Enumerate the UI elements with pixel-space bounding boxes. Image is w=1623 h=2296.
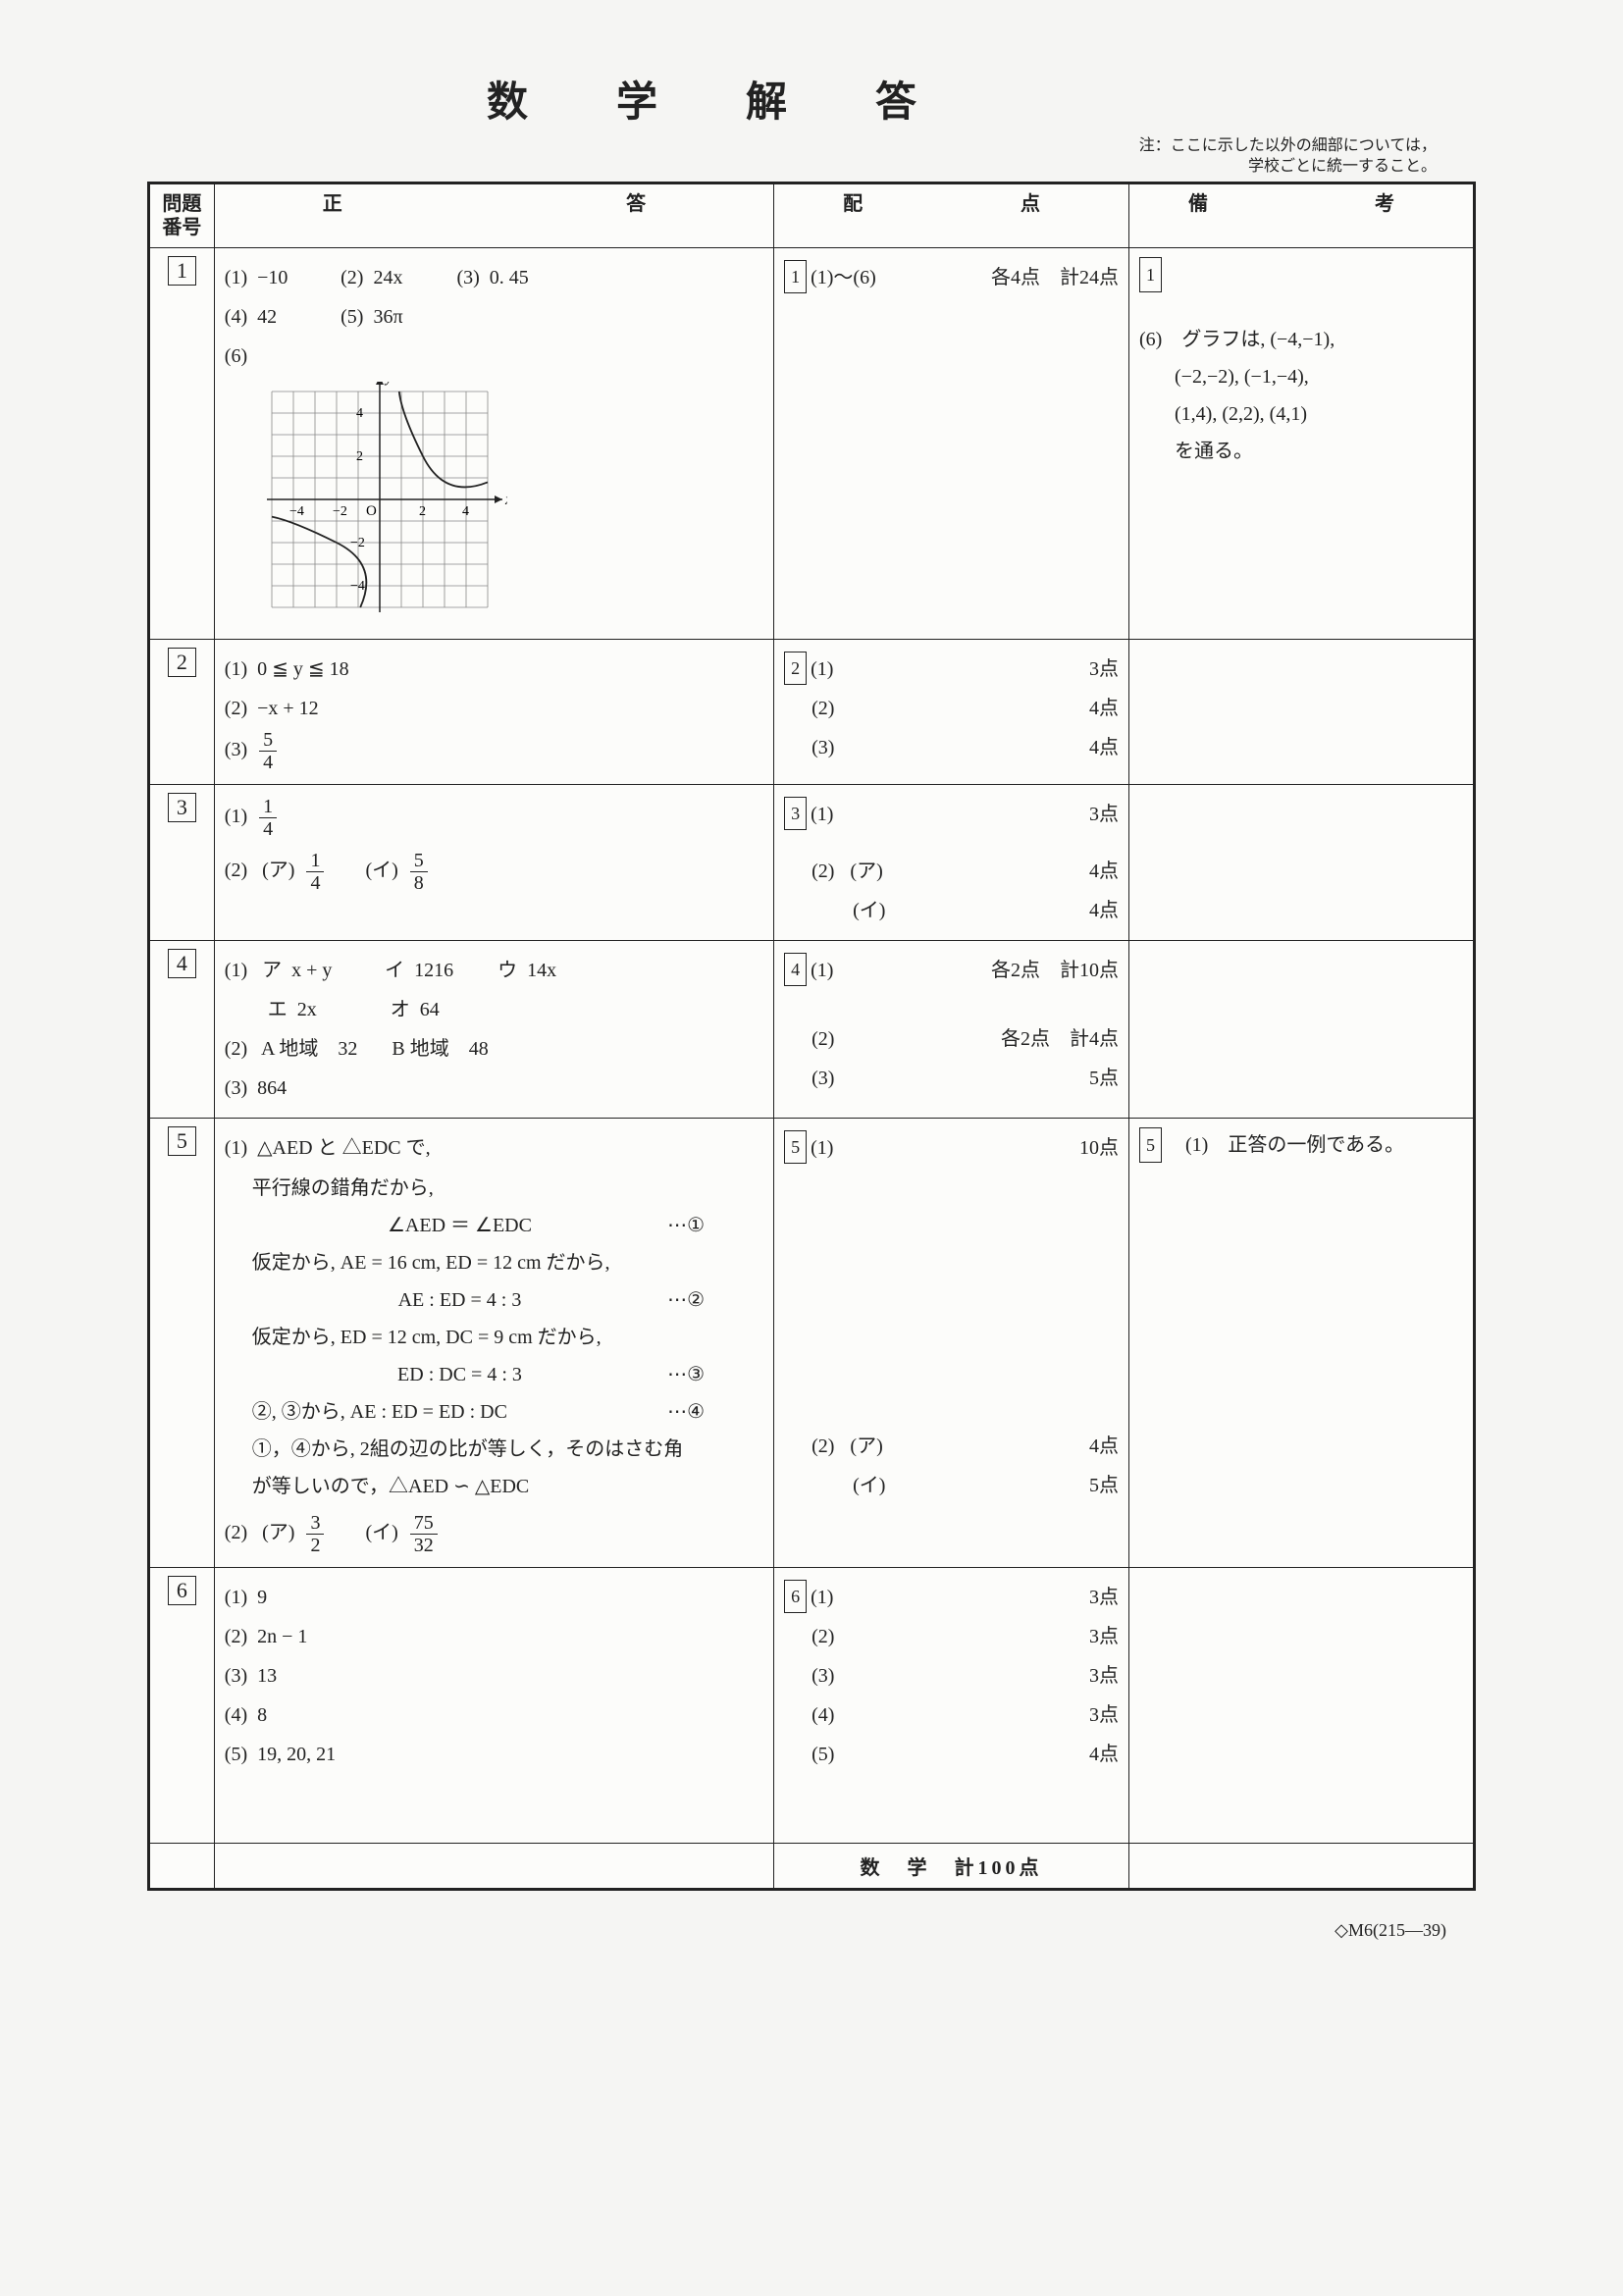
svg-text:−4: −4 — [289, 504, 304, 519]
col-header-qnum: 問題 番号 — [150, 183, 215, 247]
q5-scores: 5(1)10点 (2)(ア)4点 (イ)5点 — [774, 1118, 1129, 1567]
question-4-row: 4 (1) アx + y イ1216 ウ14x エ2x オ64 (2) A 地域… — [150, 940, 1474, 1118]
q6-scores: 6(1)3点 (2)3点 (3)3点 (4)3点 (5)4点 — [774, 1567, 1129, 1843]
question-2-row: 2 (1)0 ≦ y ≦ 18 (2)−x + 12 (3)54 2(1)3点 … — [150, 639, 1474, 784]
q2-scores: 2(1)3点 (2)4点 (3)4点 — [774, 639, 1129, 784]
svg-text:4: 4 — [356, 406, 363, 421]
q5-remarks: 5 (1) 正答の一例である。 — [1129, 1118, 1474, 1567]
total-row: 数 学 計100点 — [150, 1843, 1474, 1888]
q5-answers: (1)△AED と △EDC で, 平行線の錯角だから, ∠AED ＝ ∠EDC… — [214, 1118, 773, 1567]
q1-answers: (1)−10 (2)24x (3)0. 45 (4)42 (5)36π (6) — [214, 247, 773, 639]
q6-remarks — [1129, 1567, 1474, 1843]
question-3-row: 3 (1)14 (2) (ア)14 (イ)58 3(1)3点 (2)(ア)4点 … — [150, 784, 1474, 940]
q3-answers: (1)14 (2) (ア)14 (イ)58 — [214, 784, 773, 940]
svg-text:−4: −4 — [350, 579, 365, 594]
main-frame: 問題 番号 正答 配点 備考 1 (1)−10 (2)24x (3)0. 45 … — [147, 182, 1476, 1891]
col-header-score: 配点 — [774, 183, 1129, 247]
question-1-row: 1 (1)−10 (2)24x (3)0. 45 (4)42 (5)36π (6… — [150, 247, 1474, 639]
q6-number-box: 6 — [168, 1576, 196, 1605]
q1-remarks: 1 (6) グラフは, (−4,−1), (−2,−2), (−1,−4), (… — [1129, 247, 1474, 639]
q1-scores: 1 (1)～(6) 各4点 計24点 — [774, 247, 1129, 639]
header-note: 注：ここに示した以外の細部については， 学校ごとに統一すること。 — [147, 136, 1437, 178]
svg-text:2: 2 — [356, 449, 363, 464]
svg-text:O: O — [366, 503, 377, 519]
svg-text:−2: −2 — [333, 504, 347, 519]
q3-remarks — [1129, 784, 1474, 940]
svg-text:4: 4 — [462, 504, 469, 519]
q2-remarks — [1129, 639, 1474, 784]
answer-table: 問題 番号 正答 配点 備考 1 (1)−10 (2)24x (3)0. 45 … — [149, 183, 1474, 1889]
q4-scores: 4(1)各2点 計10点 (2)各2点 計4点 (3)5点 — [774, 940, 1129, 1118]
q2-number-box: 2 — [168, 648, 196, 677]
svg-text:−2: −2 — [350, 536, 365, 550]
question-5-row: 5 (1)△AED と △EDC で, 平行線の錯角だから, ∠AED ＝ ∠E… — [150, 1118, 1474, 1567]
col-header-remark: 備考 — [1129, 183, 1474, 247]
question-6-row: 6 (1)9 (2)2n − 1 (3)13 (4)8 (5)19, 20, 2… — [150, 1567, 1474, 1843]
q1-graph: x y O −4 −2 2 4 4 2 −2 −4 — [252, 382, 763, 623]
q1-number-box: 1 — [168, 256, 196, 286]
q6-answers: (1)9 (2)2n − 1 (3)13 (4)8 (5)19, 20, 21 — [214, 1567, 773, 1843]
svg-text:x: x — [504, 492, 507, 508]
svg-text:2: 2 — [419, 504, 426, 519]
document-title: 数 学 解 答 — [0, 69, 1476, 129]
q5-number-box: 5 — [168, 1126, 196, 1156]
q3-number-box: 3 — [168, 793, 196, 822]
q4-number-box: 4 — [168, 949, 196, 978]
svg-text:y: y — [384, 382, 393, 386]
footer-code: ◇M6(215―39) — [147, 1920, 1446, 1941]
q3-scores: 3(1)3点 (2)(ア)4点 (イ)4点 — [774, 784, 1129, 940]
q4-answers: (1) アx + y イ1216 ウ14x エ2x オ64 (2) A 地域 3… — [214, 940, 773, 1118]
col-header-answer: 正答 — [214, 183, 773, 247]
q2-answers: (1)0 ≦ y ≦ 18 (2)−x + 12 (3)54 — [214, 639, 773, 784]
q4-remarks — [1129, 940, 1474, 1118]
